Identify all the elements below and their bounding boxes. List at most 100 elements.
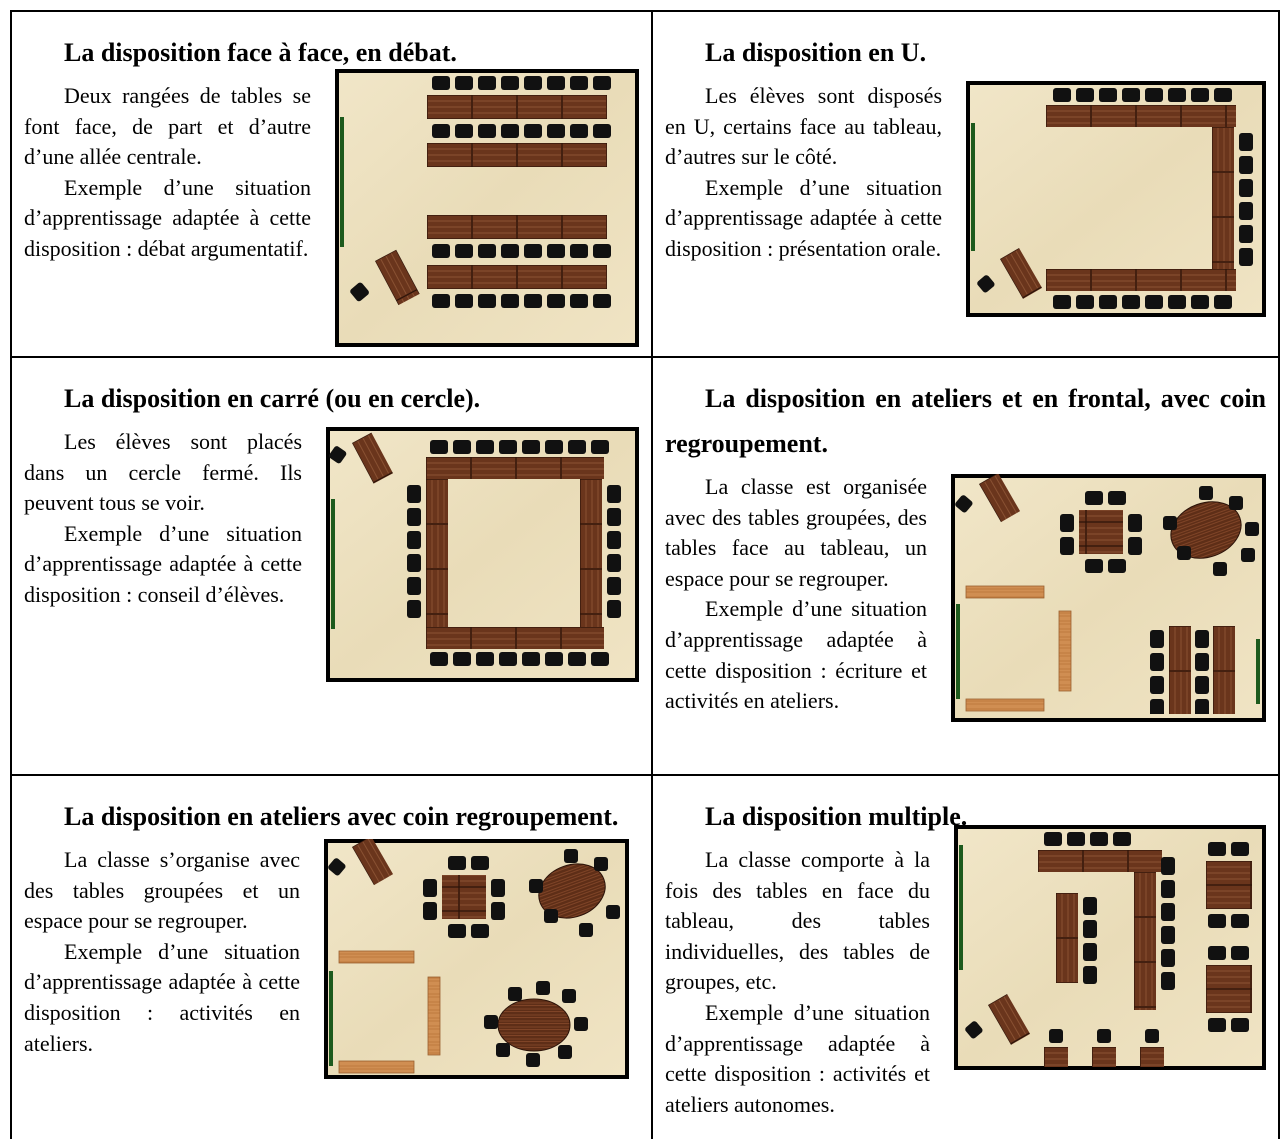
table-border [10,774,1280,776]
paragraph: Exemple d’une situation d’apprentissage … [665,596,927,714]
chairs [1051,294,1235,310]
chairs [428,651,612,667]
table-cell: La disposition en ateliers et en frontal… [653,358,1278,774]
chair [1049,1029,1063,1043]
chair [1199,486,1213,500]
desks [427,143,607,167]
board [956,604,960,699]
chairs [490,877,506,923]
chairs [430,123,614,139]
board [959,845,963,970]
chairs [1206,841,1252,857]
chairs [1083,558,1129,574]
paragraph: Exemple d’une situation d’apprentissage … [24,938,300,1056]
teacher-chair [350,282,369,302]
chairs [430,293,614,309]
classroom-plan [324,839,629,1079]
table-border [1278,10,1280,1139]
desks [1046,105,1236,127]
round-table [538,863,606,919]
cell-title: La disposition en ateliers avec coin reg… [64,802,619,831]
desks [1206,965,1252,1013]
paragraph: La classe comporte à la fois des tables … [665,847,930,995]
chair [562,989,576,1003]
desks [1046,269,1236,291]
chairs [1042,831,1134,847]
teacher-desk [375,249,420,306]
chair [574,1017,588,1031]
board [340,117,344,247]
chairs [1206,945,1252,961]
paragraph: Exemple d’une situation d’apprentissage … [24,520,302,607]
teacher-desk [1000,248,1043,299]
chairs [430,75,614,91]
round-table [497,998,571,1052]
desks [1134,872,1156,1010]
teacher-chair [328,858,346,876]
chair [606,905,620,919]
cell-title: La disposition multiple. [705,802,968,831]
paragraph: Les élèves sont disposés en U, certains … [665,83,942,170]
chair [1097,1029,1111,1043]
chairs [1160,855,1176,993]
teacher-chair [977,275,995,293]
chairs [428,439,612,455]
teacher-chair [965,1021,983,1039]
teacher-chair [955,495,973,513]
chair [564,849,578,863]
chair [1177,546,1191,560]
paragraph: Exemple d’une situation d’apprentissage … [665,999,930,1117]
chairs [1206,913,1252,929]
chairs [422,877,438,923]
teacher-desk [352,839,394,886]
desks [427,265,607,289]
chairs [446,855,492,871]
classroom-plan [954,825,1266,1070]
chair [1241,548,1255,562]
chairs [1149,628,1165,714]
table-cell: La disposition face à face, en débat. De… [12,12,651,356]
desks [1206,861,1252,909]
chair [1229,496,1243,510]
chairs [1238,131,1254,269]
chair [594,857,608,871]
bench [427,976,441,1056]
bench [1058,610,1072,692]
board [331,499,335,629]
classroom-plan [966,81,1266,317]
paragraph: Exemple d’une situation d’apprentissage … [665,174,942,261]
chairs [1206,1017,1252,1033]
chairs [446,923,492,939]
chair [1245,522,1259,536]
classroom-plan [335,69,639,347]
teacher-desk [979,474,1021,523]
bench [965,698,1045,712]
chair [496,1043,510,1057]
teacher-desk [352,432,394,484]
chair [579,923,593,937]
desks [1213,626,1235,714]
cell-title: La disposition en carré (ou en cercle). [64,384,481,413]
chair [558,1045,572,1059]
chairs [430,243,614,259]
group-table [1079,510,1123,554]
cell-title: La disposition en ateliers et en frontal… [665,384,1266,458]
bench [338,1060,415,1074]
chair [1163,516,1177,530]
table-cell: La disposition en ateliers avec coin reg… [12,776,651,1139]
teacher-desk [988,994,1031,1045]
desk [1044,1047,1068,1067]
chair [1145,1029,1159,1043]
paragraph: La classe est organisée avec des tables … [665,474,927,591]
desk [1092,1047,1116,1067]
table-cell: La disposition multiple. La classe compo… [653,776,1278,1139]
table-border [10,10,12,1139]
board [1256,639,1260,704]
desks [1169,626,1191,714]
table-cell: La disposition en U. Les élèves sont dis… [653,12,1278,356]
chair [536,981,550,995]
chair [544,909,558,923]
paragraph: La classe s’organise avec des tables gro… [24,847,300,934]
desks [1212,127,1234,269]
